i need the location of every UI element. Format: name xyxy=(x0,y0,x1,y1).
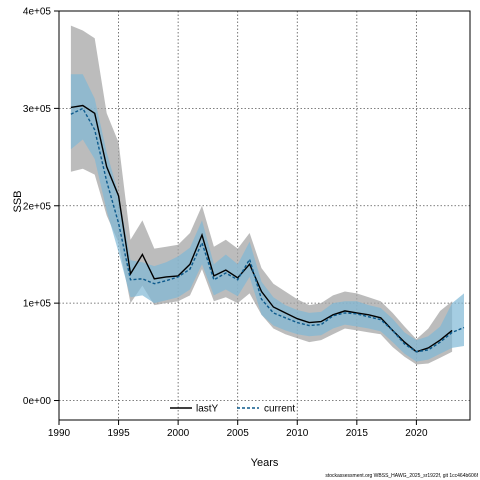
y-axis-title: SSB xyxy=(12,190,24,212)
confidence-bands xyxy=(70,25,465,365)
y-tick-label: 4e+05 xyxy=(23,7,52,18)
y-tick-label: 3e+05 xyxy=(23,104,52,115)
series-lines xyxy=(70,104,465,353)
x-tick-label: 2005 xyxy=(227,428,250,439)
plot-frame xyxy=(58,10,471,421)
axes: 1990 1995 2000 2005 2010 2015 2020 0e+00 1e+05 2e… xyxy=(23,7,428,440)
line-current xyxy=(70,107,465,353)
x-tick-label: 1990 xyxy=(48,428,71,439)
legend-label-lastY: lastY xyxy=(196,404,219,415)
y-tick-label: 0e+00 xyxy=(23,396,52,407)
x-tick-label: 2010 xyxy=(286,428,309,439)
x-tick-label: 2020 xyxy=(405,428,428,439)
y-tick-label: 2e+05 xyxy=(23,201,52,212)
x-tick-label: 1995 xyxy=(107,428,130,439)
x-tick-label: 2000 xyxy=(167,428,190,439)
x-tick-label: 2015 xyxy=(346,428,369,439)
x-axis-title: Years xyxy=(251,457,279,469)
credit-text: stockassessment.org WBSS_HAWG_2025_sr192… xyxy=(325,473,478,479)
line-lastY xyxy=(70,104,453,353)
y-tick-label: 1e+05 xyxy=(23,299,52,310)
legend: lastY current xyxy=(170,404,295,415)
legend-label-current: current xyxy=(264,404,295,415)
band-current xyxy=(70,74,465,362)
